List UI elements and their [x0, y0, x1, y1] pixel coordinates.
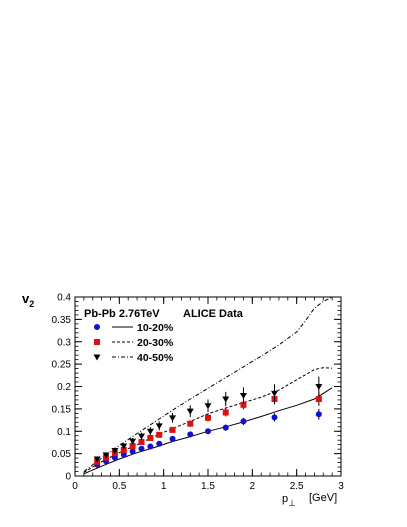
chart-header-collision: Pb-Pb 2.76TeV — [84, 308, 160, 320]
data-point-40-50% — [186, 408, 194, 415]
data-point-20-30% — [187, 420, 194, 427]
data-point-10-20% — [315, 411, 322, 418]
data-point-40-50% — [102, 452, 110, 459]
x-tick-label: 2.5 — [290, 481, 304, 492]
model-curve-20-30% — [83, 367, 333, 473]
data-point-20-30% — [205, 414, 211, 421]
y-axis-title-subscript: 2 — [29, 299, 34, 309]
x-tick-label: 1 — [161, 481, 167, 492]
data-point-10-20% — [222, 424, 229, 431]
data-point-40-50% — [155, 423, 163, 430]
data-point-40-50% — [315, 384, 323, 390]
legend: 10-20% 20-30% 40-50% — [93, 322, 174, 364]
y-axis-title: v2 — [22, 291, 34, 309]
data-point-40-50% — [120, 443, 128, 450]
data-point-10-20% — [156, 440, 163, 447]
x-axis-unit: [GeV] — [309, 492, 337, 504]
data-point-10-20% — [169, 435, 176, 442]
y-tick-label: 0.4 — [57, 293, 71, 304]
data-point-10-20% — [187, 431, 194, 438]
data-point-10-20% — [129, 448, 136, 455]
data-point-40-50% — [271, 390, 278, 397]
data-point-20-30% — [156, 431, 163, 438]
data-point-20-30% — [120, 447, 127, 454]
x-tick-label: 0.5 — [112, 481, 126, 492]
y-tick-label: 0.35 — [52, 315, 72, 326]
legend-marker-40-50% — [93, 354, 101, 361]
x-tick-label: 3 — [338, 481, 344, 492]
data-point-20-30% — [147, 434, 154, 441]
data-point-20-30% — [129, 443, 136, 450]
data-point-10-20% — [147, 443, 154, 450]
y-tick-label: 0.2 — [57, 382, 71, 393]
data-point-20-30% — [315, 396, 322, 403]
data-point-10-20% — [271, 414, 278, 421]
x-tick-label: 0 — [72, 481, 78, 492]
y-tick-label: 0 — [65, 472, 71, 483]
data-point-40-50% — [204, 403, 212, 410]
data-point-40-50% — [111, 447, 119, 454]
x-tick-label: 2 — [250, 481, 256, 492]
legend-label: 20-30% — [137, 337, 174, 349]
data-point-40-50% — [222, 396, 230, 403]
data-point-40-50% — [93, 456, 101, 463]
data-point-40-50% — [129, 438, 137, 445]
x-axis-title-subscript: ⊥ — [288, 498, 296, 508]
y-tick-label: 0.05 — [52, 449, 72, 460]
data-point-20-30% — [138, 438, 145, 445]
x-tick-label: 1.5 — [201, 481, 215, 492]
plot-area: 0 0.5 1 1.5 2 2.5 3 0 0.05 0.1 0.15 0.2 0.25 0.3 0.35 0… — [52, 293, 345, 493]
legend-marker-10-20% — [94, 324, 100, 330]
data-point-20-30% — [240, 401, 247, 408]
data-point-20-30% — [169, 426, 176, 433]
data-point-10-20% — [205, 428, 211, 435]
data-point-40-50% — [146, 428, 154, 435]
data-point-10-20% — [240, 418, 247, 425]
data-point-40-50% — [138, 433, 145, 440]
x-axis-title-main: p — [282, 493, 288, 505]
y-tick-label: 0.25 — [52, 360, 72, 371]
legend-label: 10-20% — [137, 322, 174, 334]
data-point-40-50% — [169, 415, 177, 422]
y-axis-title-main: v — [22, 291, 30, 306]
legend-marker-20-30% — [94, 339, 100, 345]
y-tick-label: 0.1 — [57, 427, 71, 438]
data-point-20-30% — [222, 409, 229, 416]
x-axis-title: p⊥ — [282, 493, 296, 508]
legend-label: 40-50% — [137, 352, 174, 364]
data-point-10-20% — [138, 445, 145, 452]
data-point-40-50% — [239, 392, 247, 399]
y-tick-label: 0.15 — [52, 404, 72, 415]
chart-header-experiment: ALICE Data — [183, 308, 244, 320]
model-curve-40-50% — [83, 297, 333, 472]
y-tick-label: 0.3 — [57, 337, 71, 348]
